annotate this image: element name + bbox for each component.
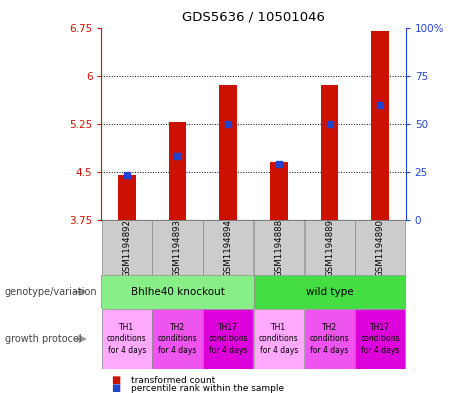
Bar	[118, 175, 136, 220]
Text: GSM1194890: GSM1194890	[376, 219, 385, 277]
Bar	[305, 309, 355, 369]
Text: GSM1194894: GSM1194894	[224, 219, 233, 277]
Bar	[169, 122, 186, 220]
Text: GSM1194889: GSM1194889	[325, 219, 334, 277]
Bar	[254, 275, 406, 309]
Bar	[102, 309, 152, 369]
Text: growth protocol: growth protocol	[5, 334, 81, 344]
Bar	[321, 85, 338, 220]
Text: percentile rank within the sample: percentile rank within the sample	[131, 384, 284, 393]
Bar	[203, 220, 253, 275]
Text: TH1
conditions
for 4 days: TH1 conditions for 4 days	[259, 323, 299, 354]
Bar	[153, 309, 202, 369]
Bar	[203, 309, 253, 369]
Text: GSM1194892: GSM1194892	[122, 219, 131, 277]
Bar	[254, 220, 304, 275]
Bar	[254, 309, 304, 369]
Text: ■: ■	[111, 375, 120, 385]
Bar	[355, 220, 405, 275]
Text: genotype/variation: genotype/variation	[5, 287, 97, 297]
Text: TH2
conditions
for 4 days: TH2 conditions for 4 days	[158, 323, 197, 354]
Text: TH17
conditions
for 4 days: TH17 conditions for 4 days	[208, 323, 248, 354]
Bar	[270, 162, 288, 220]
Text: wild type: wild type	[306, 287, 354, 297]
Text: ■: ■	[111, 383, 120, 393]
Text: TH1
conditions
for 4 days: TH1 conditions for 4 days	[107, 323, 147, 354]
Bar	[372, 31, 389, 220]
Text: transformed count: transformed count	[131, 376, 216, 384]
Text: GSM1194888: GSM1194888	[274, 219, 284, 277]
Text: TH2
conditions
for 4 days: TH2 conditions for 4 days	[310, 323, 349, 354]
Bar	[219, 85, 237, 220]
Text: GSM1194893: GSM1194893	[173, 219, 182, 277]
Bar	[101, 275, 254, 309]
Bar	[102, 220, 152, 275]
Title: GDS5636 / 10501046: GDS5636 / 10501046	[182, 11, 325, 24]
Text: Bhlhe40 knockout: Bhlhe40 knockout	[130, 287, 225, 297]
Text: TH17
conditions
for 4 days: TH17 conditions for 4 days	[361, 323, 400, 354]
Bar	[153, 220, 202, 275]
Bar	[305, 220, 355, 275]
Bar	[355, 309, 405, 369]
